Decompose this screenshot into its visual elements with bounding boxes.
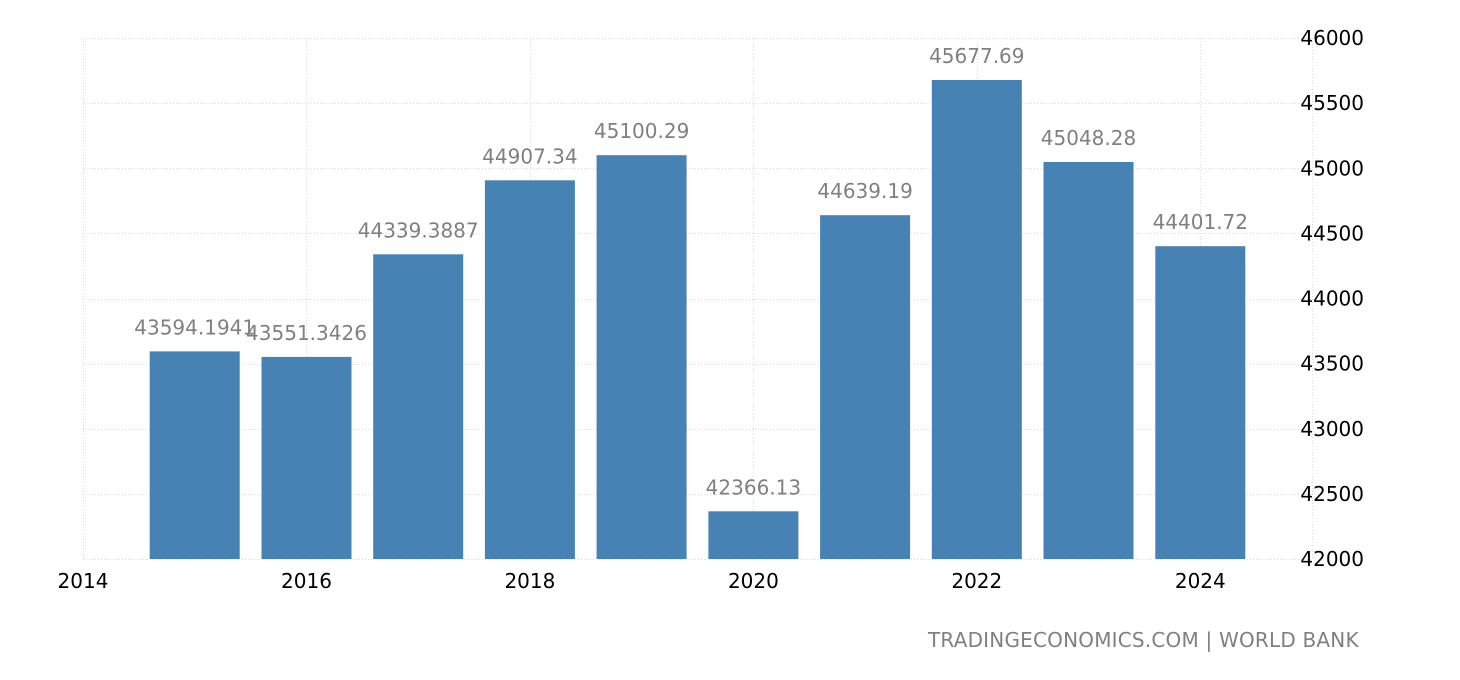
bar	[1043, 162, 1134, 559]
data-label: 44907.34	[482, 144, 577, 168]
x-tick-label: 2024	[1175, 569, 1226, 593]
data-label: 42366.13	[706, 475, 801, 499]
x-tick-label: 2016	[281, 569, 332, 593]
y-tick-label: 43500	[1300, 352, 1364, 376]
x-axis: 2014 2016 2018 2020 2022 2024	[58, 569, 1226, 593]
bar	[484, 180, 575, 560]
source-credit: TRADINGECONOMICS.COM | WORLD BANK	[928, 628, 1359, 652]
y-tick-label: 44500	[1300, 221, 1364, 245]
bars	[149, 80, 1246, 560]
data-label: 45677.69	[929, 44, 1024, 68]
x-tick-label: 2020	[728, 569, 779, 593]
data-label: 44339.3887	[358, 218, 479, 242]
y-tick-label: 43000	[1300, 417, 1364, 441]
data-label: 44401.72	[1153, 210, 1248, 234]
bar	[596, 155, 687, 559]
bar	[261, 356, 352, 559]
bar	[1155, 246, 1246, 559]
x-tick-label: 2018	[504, 569, 555, 593]
bar	[931, 80, 1022, 559]
data-label: 45100.29	[594, 119, 689, 143]
y-axis: 42000 42500 43000 43500 44000 44500 45000 45500…	[1300, 26, 1364, 571]
data-label: 43594.1941	[134, 315, 255, 339]
data-label: 43551.3426	[246, 321, 367, 345]
data-label: 45048.28	[1041, 126, 1136, 150]
bar	[708, 511, 799, 559]
x-tick-label: 2022	[951, 569, 1002, 593]
data-label: 44639.19	[817, 179, 912, 203]
bar	[373, 254, 464, 560]
bar	[149, 351, 240, 559]
y-tick-label: 45000	[1300, 156, 1364, 180]
bar	[820, 215, 911, 559]
x-tick-label: 2014	[58, 569, 109, 593]
y-tick-label: 42500	[1300, 482, 1364, 506]
y-tick-label: 44000	[1300, 287, 1364, 311]
y-tick-label: 42000	[1300, 547, 1364, 571]
y-tick-label: 45500	[1300, 91, 1364, 115]
y-tick-label: 46000	[1300, 26, 1364, 50]
